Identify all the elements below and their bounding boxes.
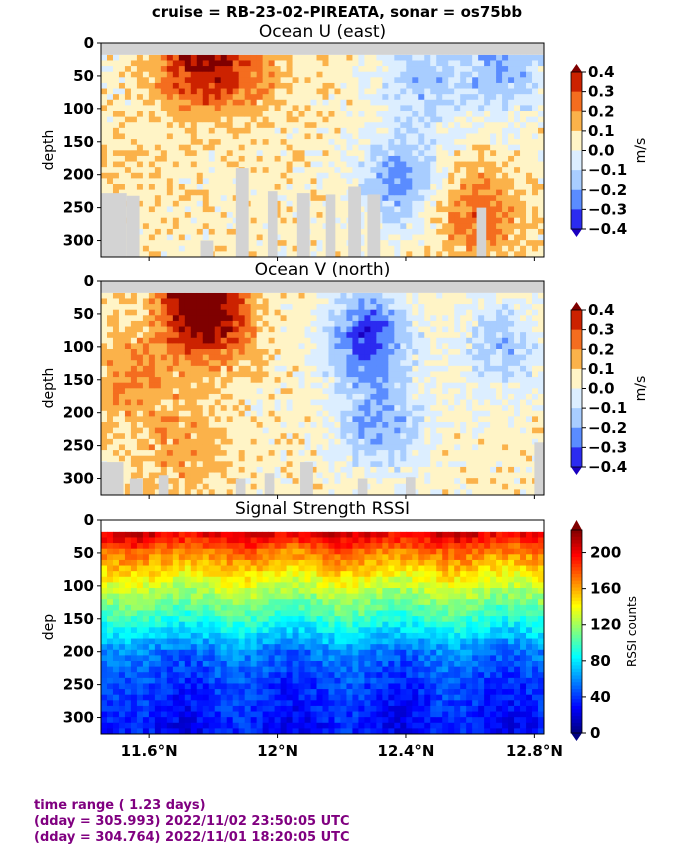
- y-tick-label: 0: [84, 511, 94, 529]
- panel-title: Ocean U (east): [259, 22, 386, 42]
- colorbar-label: m/s: [633, 138, 649, 164]
- colorbar-tick-label: 80: [590, 652, 611, 670]
- footer-line-1: time range ( 1.23 days): [34, 798, 206, 813]
- y-tick-label: 300: [63, 470, 94, 488]
- y-tick-label: 150: [63, 133, 94, 151]
- colorbar-tick-label: −0.2: [588, 181, 627, 199]
- heatmap-field: [101, 281, 544, 495]
- colorbar-tick-label: 0.4: [588, 63, 615, 81]
- y-tick-label: 100: [63, 577, 94, 595]
- colorbar-tick-label: 160: [590, 580, 621, 598]
- panel-title: Signal Strength RSSI: [235, 499, 410, 519]
- colorbar-tick-label: −0.1: [588, 161, 627, 179]
- x-tick-label: 12.4°N: [377, 742, 434, 760]
- footer-line-3: (dday = 304.764) 2022/11/01 18:20:05 UTC: [34, 830, 350, 845]
- colorbar-tick-label: −0.2: [588, 419, 627, 437]
- y-tick-label: 250: [63, 199, 94, 217]
- y-tick-label: 200: [63, 166, 94, 184]
- colorbar-tick-label: 0.0: [588, 142, 615, 160]
- y-tick-label: 250: [63, 437, 94, 455]
- colorbar-tick-label: 0.3: [588, 321, 615, 339]
- colorbar-tick-label: 0.1: [588, 360, 615, 378]
- colorbar-tick-label: −0.4: [588, 458, 627, 476]
- x-tick-label: 11.6°N: [121, 742, 178, 760]
- figure-suptitle: cruise = RB-23-02-PIREATA, sonar = os75b…: [152, 3, 523, 21]
- colorbar-tick-label: −0.1: [588, 399, 627, 417]
- colorbar-tick-label: −0.3: [588, 200, 627, 218]
- colorbar-tick-label: 40: [590, 688, 611, 706]
- y-tick-label: 0: [84, 34, 94, 52]
- y-tick-label: 100: [63, 100, 94, 118]
- colorbar-tick-label: 0.1: [588, 122, 615, 140]
- y-axis-label: dep: [41, 614, 57, 641]
- y-tick-label: 250: [63, 676, 94, 694]
- y-tick-label: 200: [63, 404, 94, 422]
- y-tick-label: 200: [63, 643, 94, 661]
- y-tick-label: 300: [63, 709, 94, 727]
- colorbar-tick-label: 0.3: [588, 83, 615, 101]
- y-tick-label: 150: [63, 371, 94, 389]
- colorbar: 200 160 120 80 40 0 RSSI counts: [570, 520, 639, 742]
- colorbar: 0.4 0.30.2 0.1 0.0−0.1 −0.2−0.3 −0.4 m/s: [570, 301, 649, 476]
- x-tick-label: 12.8°N: [506, 742, 563, 760]
- panel-3: Signal Strength RSSI dep 0 50 100 150 200 250 30…: [41, 499, 639, 760]
- panel-2: Ocean V (north) depth 0 50 100 150 200 250 300 0.…: [41, 260, 649, 499]
- y-tick-label: 100: [63, 338, 94, 356]
- colorbar-tick-label: 0: [590, 724, 600, 742]
- colorbar-tick-label: 0.2: [588, 102, 615, 120]
- colorbar: 0.4 0.30.2 0.1 0.0−0.1 −0.2−0.3 −0.4 m/s: [570, 63, 649, 238]
- time-range-footer: time range ( 1.23 days) (dday = 305.993)…: [34, 798, 350, 846]
- footer-line-2: (dday = 305.993) 2022/11/02 23:50:05 UTC: [34, 814, 350, 829]
- colorbar-tick-label: 0.2: [588, 340, 615, 358]
- y-tick-label: 300: [63, 232, 94, 250]
- heatmap-field: [101, 43, 544, 257]
- y-tick-label: 50: [73, 305, 94, 323]
- y-tick-label: 150: [63, 610, 94, 628]
- colorbar-tick-label: −0.3: [588, 438, 627, 456]
- colorbar-tick-label: 0.4: [588, 301, 615, 319]
- colorbar-tick-label: 120: [590, 616, 621, 634]
- x-tick-label: 12°N: [257, 742, 298, 760]
- y-axis-label: depth: [41, 368, 57, 409]
- panel-title: Ocean V (north): [255, 260, 391, 280]
- colorbar-label: RSSI counts: [625, 596, 639, 667]
- colorbar-tick-label: 200: [590, 544, 621, 562]
- plot-frame: [100, 42, 545, 258]
- heatmap-field: [101, 520, 544, 734]
- colorbar-tick-label: −0.4: [588, 220, 627, 238]
- panel-1: Ocean U (east) depth 0 50 100 150 200 250 300 0.4…: [41, 22, 649, 261]
- colorbar-label: m/s: [633, 376, 649, 402]
- colorbar-tick-label: 0.0: [588, 380, 615, 398]
- y-tick-label: 0: [84, 272, 94, 290]
- plot-frame: [100, 519, 545, 735]
- y-tick-label: 50: [73, 544, 94, 562]
- y-axis-label: depth: [41, 130, 57, 171]
- plot-frame: [100, 280, 545, 496]
- y-tick-label: 50: [73, 67, 94, 85]
